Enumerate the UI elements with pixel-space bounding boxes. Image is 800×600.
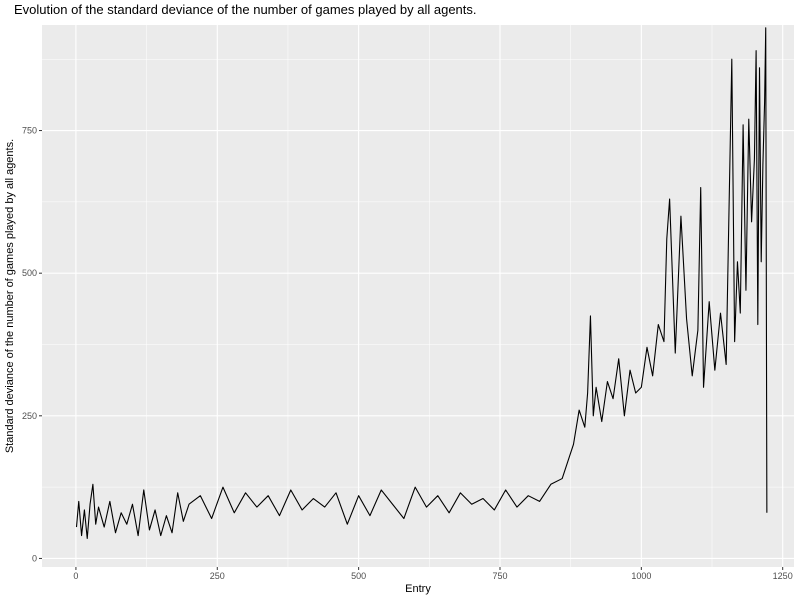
y-axis: 0 250 500 750 [22,126,42,563]
x-tick-label: 750 [492,571,507,581]
y-axis-label: Standard deviance of the number of games… [4,139,16,453]
plot-panel [42,25,794,567]
x-axis: 0 250 500 750 1000 1250 [73,567,793,581]
grid-minor [42,25,794,567]
x-tick-label: 1000 [631,571,651,581]
x-tick-label: 0 [73,571,78,581]
x-tick-label: 1250 [773,571,793,581]
series-line [75,27,768,540]
grid-major [42,25,794,567]
y-tick-label: 500 [22,268,37,278]
y-tick-label: 0 [32,553,37,563]
y-tick-label: 750 [22,126,37,136]
y-tick-label: 250 [22,411,37,421]
x-axis-label: Entry [405,583,431,595]
x-tick-label: 250 [210,571,225,581]
chart-title: Evolution of the standard deviance of th… [14,2,477,17]
x-tick-label: 500 [351,571,366,581]
